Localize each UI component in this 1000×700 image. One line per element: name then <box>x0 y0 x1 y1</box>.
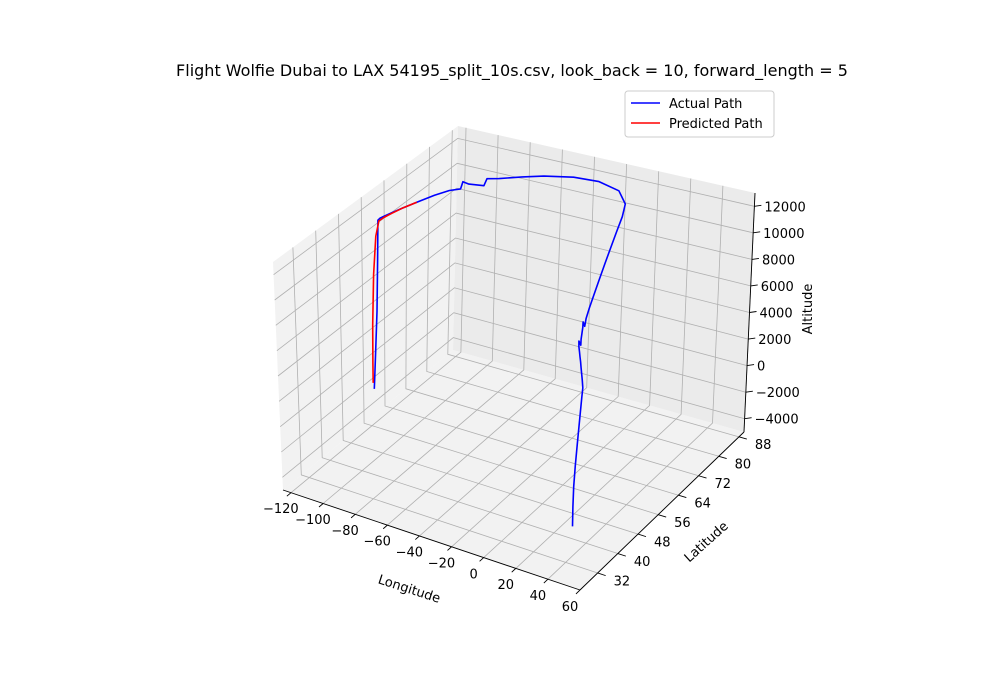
x-axis-line <box>282 489 581 591</box>
gridline-z <box>274 162 754 301</box>
gridline-x <box>547 185 724 580</box>
gridline-y <box>447 130 740 438</box>
gridline-y <box>315 230 618 554</box>
z-axis-label: Altitude <box>801 284 816 335</box>
legend-label-predicted: Predicted Path <box>669 117 763 132</box>
x-tick-label: −100 <box>295 513 331 528</box>
gridline-y <box>383 180 679 496</box>
chart-title: Flight Wolfie Dubai to LAX 54195_split_1… <box>176 61 848 81</box>
z-tick <box>745 390 753 393</box>
z-tick-label: 10000 <box>763 227 804 242</box>
legend: Actual Path Predicted Path <box>624 90 775 138</box>
gridline-z <box>281 312 746 453</box>
z-tick <box>744 417 752 420</box>
z-tick <box>746 364 755 367</box>
x-tick-label: 40 <box>530 589 547 604</box>
y-tick-label: 40 <box>634 555 651 570</box>
z-tick-label: 2000 <box>758 333 791 348</box>
y-tick <box>637 533 647 538</box>
y-tick <box>658 514 667 518</box>
y-tick-label: 72 <box>714 477 731 492</box>
gridline-y <box>405 163 699 477</box>
x-tick <box>511 568 517 573</box>
z-tick-label: 0 <box>757 360 765 375</box>
x-tick <box>447 546 452 551</box>
gridline-x <box>322 135 499 504</box>
x-tick-label: 60 <box>562 600 579 615</box>
y-tick <box>597 572 606 577</box>
y-tick-label: 64 <box>694 497 711 512</box>
z-tick-label: −4000 <box>755 413 799 428</box>
gridline-z <box>282 337 745 478</box>
y-tick-label: 80 <box>735 458 752 473</box>
x-tick-label: −120 <box>263 502 299 517</box>
z-tick-label: 8000 <box>762 253 795 268</box>
x-tick-label: 0 <box>469 567 477 582</box>
y-tick <box>698 475 707 479</box>
gridline-x <box>483 171 660 558</box>
x-axis-label: Longitude <box>376 573 442 607</box>
y-tick-label: 56 <box>674 516 691 531</box>
axes-ticks: −120−100−80−60−40−2002040603240485664728… <box>263 200 806 615</box>
z-tick-label: 6000 <box>761 280 794 295</box>
x-tick-label: 20 <box>497 578 514 593</box>
x-tick <box>479 557 484 562</box>
y-tick-label: 32 <box>614 575 631 590</box>
x-tick <box>286 492 292 497</box>
x-tick <box>575 589 581 595</box>
x-tick <box>543 578 549 584</box>
gridline-y <box>426 146 719 457</box>
z-tick-label: 4000 <box>760 307 793 322</box>
gridline-x <box>387 149 563 526</box>
legend-label-actual: Actual Path <box>669 97 742 112</box>
gridline-z <box>279 287 748 428</box>
x-tick-label: −20 <box>428 556 455 571</box>
y-tick-label: 48 <box>654 536 671 551</box>
x-tick-label: −80 <box>331 524 358 539</box>
legend-box <box>624 90 775 138</box>
y-tick <box>718 455 727 460</box>
gridline-z <box>275 187 752 326</box>
z-tick-label: −2000 <box>756 386 800 401</box>
z-tick <box>748 337 756 340</box>
gridline-y <box>360 197 659 515</box>
gridline-z <box>276 212 751 352</box>
z-tick <box>753 231 761 234</box>
x-tick-label: −60 <box>363 535 390 550</box>
y-tick <box>738 436 747 440</box>
y-tick-label: 88 <box>755 438 772 453</box>
y-tick <box>617 553 626 557</box>
gridline-z <box>278 262 749 402</box>
gridline-x <box>354 142 531 515</box>
predicted-path-line <box>371 201 418 383</box>
x-tick <box>318 503 324 508</box>
z-tick-label: 12000 <box>764 200 805 215</box>
gridline-y <box>292 247 598 574</box>
x-tick <box>415 535 420 540</box>
gridline-x <box>290 127 467 494</box>
y-tick <box>678 494 687 499</box>
x-tick-label: −40 <box>396 546 423 561</box>
plot-series <box>371 175 627 527</box>
z-tick <box>749 311 757 313</box>
z-tick <box>754 204 762 207</box>
gridline-x <box>515 178 692 569</box>
gridline-z <box>273 137 755 276</box>
z-tick <box>750 284 758 287</box>
gridline-y <box>338 213 639 535</box>
gridline-x <box>451 163 627 548</box>
y-axis-line <box>579 431 745 591</box>
z-tick <box>751 257 760 260</box>
gridline-x <box>419 156 595 537</box>
gridline-z <box>277 237 750 377</box>
x-tick <box>382 524 388 530</box>
x-tick <box>350 513 356 519</box>
